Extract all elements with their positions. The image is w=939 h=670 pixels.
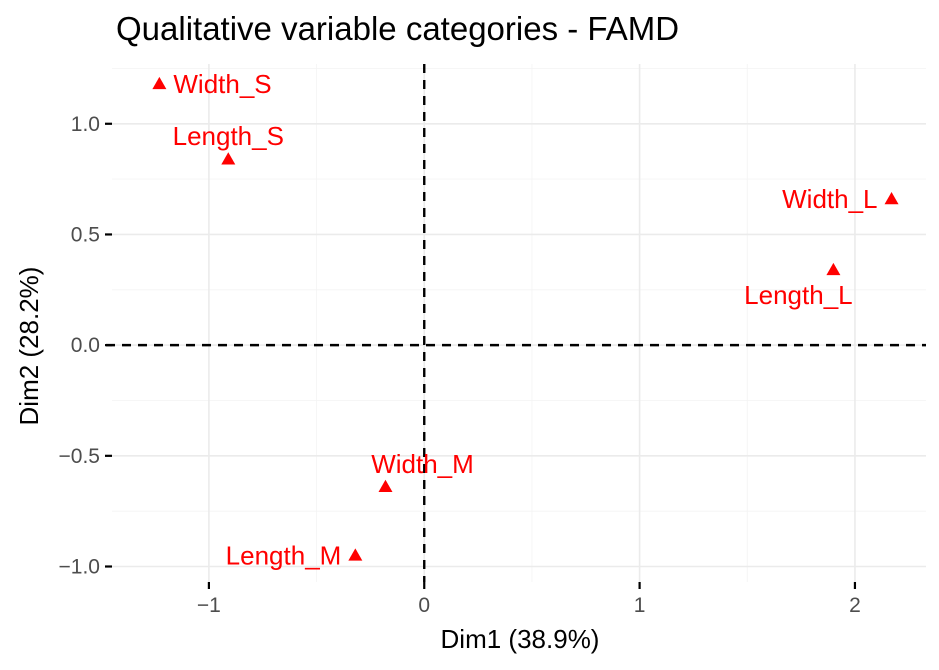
point-label-width-m: Width_M [371, 449, 474, 479]
x-axis-title: Dim1 (38.9%) [441, 624, 600, 654]
data-points: Width_S Length_S Width_L Length_L Width_M Len… [152, 69, 899, 570]
x-tick-label: 2 [849, 594, 861, 617]
y-tick-label: 0.5 [71, 223, 100, 246]
point-label-length-m: Length_M [226, 540, 342, 570]
point-label-width-s: Width_S [173, 69, 271, 99]
point-marker-width-m [378, 479, 393, 493]
x-tick-label: −1 [197, 594, 221, 617]
point-marker-length-l [826, 262, 841, 276]
point-marker-length-s [221, 152, 236, 165]
point-label-length-l: Length_L [744, 280, 852, 310]
chart-title: Qualitative variable categories - FAMD [116, 10, 679, 47]
y-tick-label: 1.0 [71, 113, 100, 136]
point-marker-width-s [152, 76, 167, 90]
y-tick-label: −1.0 [59, 556, 100, 579]
point-marker-length-m [348, 548, 363, 561]
y-tick-label: 0.0 [71, 334, 100, 357]
point-label-width-l: Width_L [782, 184, 877, 214]
point-marker-width-l [884, 192, 899, 205]
point-label-length-s: Length_S [173, 121, 284, 151]
y-axis-title: Dim2 (28.2%) [14, 267, 44, 426]
grid [112, 64, 926, 582]
x-tick-label: 0 [418, 594, 430, 617]
y-tick-label: −0.5 [59, 445, 100, 468]
x-tick-label: 1 [634, 594, 646, 617]
reference-lines [106, 64, 926, 582]
axes: −1 0 1 2 −1.0 −0.5 0.0 0.5 1.0 [59, 113, 861, 617]
